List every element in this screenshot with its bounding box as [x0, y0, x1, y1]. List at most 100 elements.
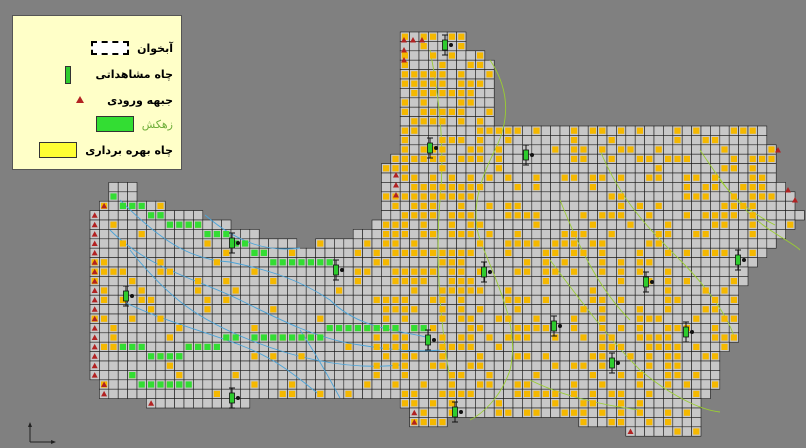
- pumping-well-cell: [589, 353, 596, 360]
- grid-cell: [240, 276, 251, 287]
- grid-cell: [127, 219, 138, 230]
- pumping-well-cell: [439, 184, 446, 191]
- pumping-well-cell: [430, 296, 437, 303]
- pumping-well-cell: [571, 249, 578, 256]
- grid-cell: [362, 276, 373, 287]
- grid-cell: [399, 285, 410, 296]
- pumping-well-cell: [636, 315, 643, 322]
- pumping-well-cell: [364, 381, 371, 388]
- pumping-well-cell: [542, 249, 549, 256]
- grid-cell: [766, 210, 777, 221]
- grid-cell: [522, 370, 533, 381]
- grid-cell: [587, 332, 598, 343]
- pumping-well-cell: [599, 240, 606, 247]
- pumping-well-cell: [618, 419, 625, 426]
- grid-cell: [710, 191, 721, 202]
- grid-cell: [409, 97, 420, 108]
- grid-cell: [691, 360, 702, 371]
- pumping-well-cell: [448, 90, 455, 97]
- pumping-well-cell: [270, 353, 277, 360]
- grid-cell: [127, 360, 138, 371]
- pumping-well-cell: [458, 193, 465, 200]
- grid-cell: [644, 200, 655, 211]
- grid-cell: [578, 200, 589, 211]
- grid-cell: [700, 388, 711, 399]
- grid-cell: [428, 219, 439, 230]
- pumping-well-cell: [693, 343, 700, 350]
- pumping-well-cell: [420, 90, 427, 97]
- pumping-well-cell: [477, 362, 484, 369]
- pumping-well-cell: [458, 108, 465, 115]
- drain-cell: [157, 381, 164, 388]
- observation-well-marker: [735, 249, 746, 271]
- grid-cell: [475, 276, 486, 287]
- grid-cell: [653, 125, 664, 136]
- pumping-well-cell: [448, 174, 455, 181]
- pumping-well-cell: [101, 315, 108, 322]
- grid-cell: [183, 332, 194, 343]
- pumping-well-cell: [420, 71, 427, 78]
- drain-cell: [298, 334, 305, 341]
- grid-cell: [663, 210, 674, 221]
- grid-cell: [409, 313, 420, 324]
- grid-cell: [446, 125, 457, 136]
- grid-cell: [211, 266, 222, 277]
- inflow-boundary-marker: [101, 381, 108, 387]
- grid-cell: [418, 135, 429, 146]
- pumping-well-cell: [401, 108, 408, 115]
- observation-well-marker: [452, 401, 463, 423]
- drain-cell: [289, 334, 296, 341]
- grid-cell: [700, 238, 711, 249]
- pumping-well-cell: [505, 315, 512, 322]
- grid-cell: [465, 407, 476, 418]
- grid-cell: [672, 276, 683, 287]
- grid-cell: [569, 351, 580, 362]
- grid-cell: [540, 210, 551, 221]
- pumping-well-cell: [618, 259, 625, 266]
- grid-cell: [108, 285, 119, 296]
- grid-cell: [719, 182, 730, 193]
- grid-cell: [174, 285, 185, 296]
- legend-item-pumping-well: چاه بهره برداری: [39, 140, 173, 160]
- pumping-well-cell: [317, 315, 324, 322]
- pumping-well-cell: [636, 325, 643, 332]
- legend-label: زهکش: [141, 117, 173, 131]
- grid-cell: [606, 238, 617, 249]
- grid-cell: [569, 219, 580, 230]
- grid-cell: [663, 144, 674, 155]
- grid-cell: [211, 351, 222, 362]
- grid-cell: [362, 285, 373, 296]
- pumping-well-cell: [458, 80, 465, 87]
- pumping-well-cell: [542, 353, 549, 360]
- pumping-well-cell: [683, 409, 690, 416]
- pumping-well-cell: [693, 428, 700, 435]
- grid-cell: [174, 341, 185, 352]
- grid-cell: [550, 407, 561, 418]
- pumping-well-cell: [599, 146, 606, 153]
- grid-cell: [381, 285, 392, 296]
- pumping-well-cell: [514, 390, 521, 397]
- grid-cell: [484, 276, 495, 287]
- grid-cell: [117, 370, 128, 381]
- pumping-well-cell: [401, 137, 408, 144]
- grid-cell: [99, 351, 110, 362]
- grid-cell: [230, 313, 241, 324]
- grid-cell: [663, 313, 674, 324]
- grid-cell: [164, 257, 175, 268]
- pumping-well-cell: [665, 334, 672, 341]
- pumping-well-cell: [552, 249, 559, 256]
- grid-cell: [202, 360, 213, 371]
- grid-cell: [691, 247, 702, 258]
- pumping-well-cell: [392, 334, 399, 341]
- grid-cell: [766, 238, 777, 249]
- pumping-well-cell: [401, 296, 408, 303]
- pumping-well-cell: [345, 390, 352, 397]
- pumping-well-cell: [759, 184, 766, 191]
- pumping-well-cell: [232, 372, 239, 379]
- grid-cell: [99, 276, 110, 287]
- grid-cell: [193, 360, 204, 371]
- drain-cell: [138, 381, 145, 388]
- inflow-boundary-marker: [401, 47, 407, 53]
- pumping-well-cell: [561, 174, 568, 181]
- pumping-well-cell: [392, 155, 399, 162]
